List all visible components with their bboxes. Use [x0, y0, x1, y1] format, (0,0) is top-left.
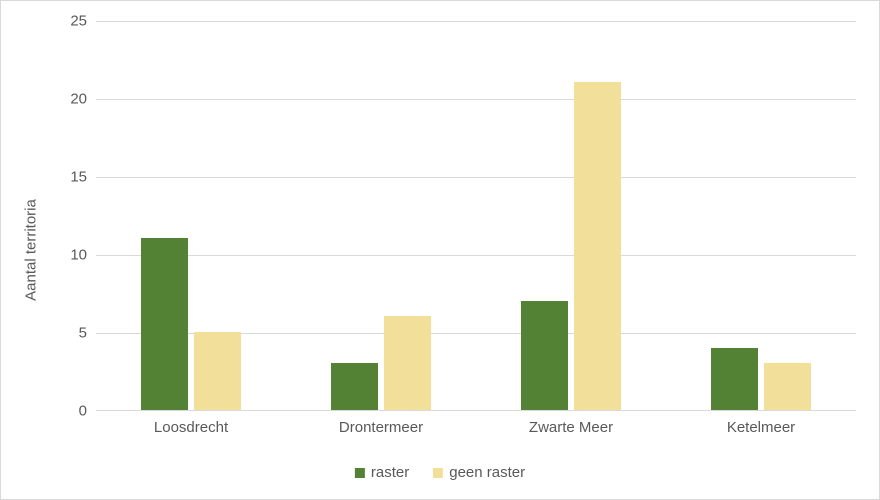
bar	[764, 363, 811, 410]
xtick-label: Ketelmeer	[727, 419, 795, 436]
xtick-label: Zwarte Meer	[529, 419, 613, 436]
bar	[194, 332, 241, 410]
y-axis-label: Aantal territoria	[23, 199, 40, 301]
ytick-label: 20	[47, 91, 87, 108]
legend-item-raster: raster	[355, 464, 409, 481]
ytick-label: 5	[47, 325, 87, 342]
xtick-label: Drontermeer	[339, 419, 423, 436]
ytick-label: 0	[47, 403, 87, 420]
bar	[521, 301, 568, 410]
legend-swatch	[355, 468, 365, 478]
ytick-label: 25	[47, 13, 87, 30]
bar	[574, 82, 621, 410]
legend: raster geen raster	[355, 464, 525, 481]
bar	[141, 238, 188, 410]
ytick-label: 15	[47, 169, 87, 186]
legend-item-geen-raster: geen raster	[433, 464, 525, 481]
bar	[711, 348, 758, 410]
ytick-label: 10	[47, 247, 87, 264]
chart-container: Aantal territoria 0 5 10 15 20 25 Loosdr…	[0, 0, 880, 500]
legend-label: geen raster	[449, 464, 525, 481]
xtick-label: Loosdrecht	[154, 419, 228, 436]
bar	[331, 363, 378, 410]
legend-label: raster	[371, 464, 409, 481]
bar	[384, 316, 431, 410]
plot-area	[96, 21, 856, 411]
bars-layer	[96, 21, 856, 410]
legend-swatch	[433, 468, 443, 478]
